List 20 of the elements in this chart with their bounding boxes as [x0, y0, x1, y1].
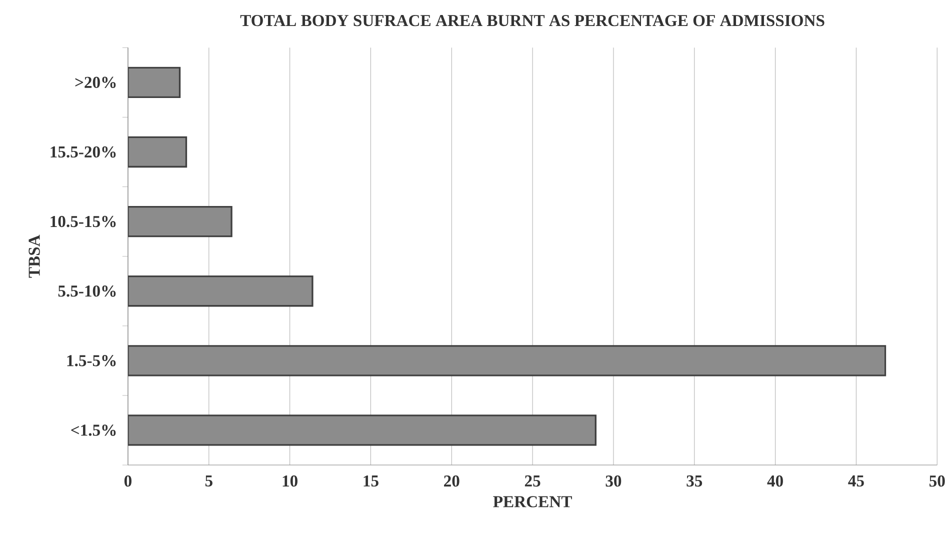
x-tick-label: 30: [606, 475, 622, 487]
y-tick-label: 10.5-15%: [50, 216, 116, 228]
y-tick-label: 15.5-20%: [50, 146, 116, 158]
x-tick-label: 35: [686, 475, 702, 487]
x-tick-label: 25: [524, 475, 540, 487]
x-tick-label: 10: [282, 475, 298, 487]
y-tick-label: >20%: [75, 76, 116, 88]
y-tick-label: 5.5-10%: [58, 286, 116, 297]
y-tick-label: 1.5-5%: [67, 355, 116, 366]
x-axis-title: PERCENT: [493, 496, 572, 508]
x-tick-label: 20: [444, 475, 460, 487]
chart-title: TOTAL BODY SUFRACE AREA BURNT AS PERCENTAGE OF ADMISSIONS: [240, 15, 824, 26]
y-tick-label: <1.5%: [71, 424, 116, 436]
x-tick-label: 50: [930, 475, 945, 487]
x-tick-label: 15: [364, 475, 378, 487]
x-tick-label: 5: [205, 475, 212, 486]
x-tick-label: 40: [767, 475, 783, 487]
y-axis-title: TBSA: [28, 234, 40, 278]
x-tick-label: 45: [848, 475, 864, 487]
x-tick-label: 0: [124, 475, 132, 487]
